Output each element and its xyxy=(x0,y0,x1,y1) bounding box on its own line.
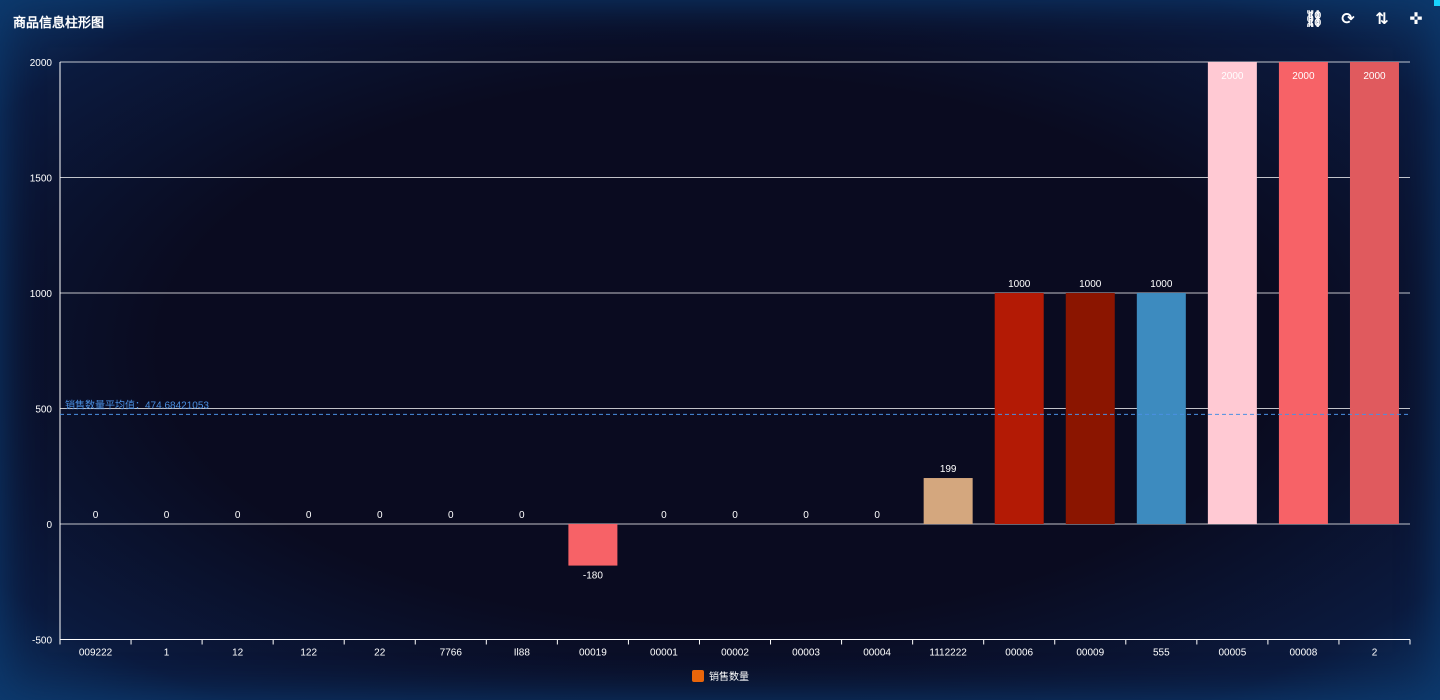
legend-swatch xyxy=(692,669,704,682)
data-label: 0 xyxy=(306,510,312,521)
x-tick-label: 00001 xyxy=(650,648,678,659)
y-tick-label: 0 xyxy=(46,520,52,531)
bar xyxy=(1349,62,1399,524)
data-label: 0 xyxy=(732,510,738,521)
data-label: 0 xyxy=(377,510,383,521)
x-tick-label: 00006 xyxy=(1005,648,1033,659)
y-tick-label: -500 xyxy=(32,636,52,647)
x-tick-label: 00002 xyxy=(721,648,749,659)
chart-title: 商品信息柱形图 xyxy=(13,15,105,30)
data-label: 1000 xyxy=(1079,279,1102,290)
y-tick-label: 1500 xyxy=(30,174,53,185)
data-label: 1000 xyxy=(1008,279,1031,290)
corner-accent xyxy=(1434,0,1440,6)
data-label: 0 xyxy=(874,510,880,521)
bar xyxy=(568,524,618,566)
x-tick-label: 122 xyxy=(300,648,317,659)
x-tick-label: 7766 xyxy=(440,648,463,659)
bar xyxy=(994,293,1044,524)
bar xyxy=(1065,293,1115,524)
bar xyxy=(1207,62,1257,524)
data-label: 0 xyxy=(661,510,667,521)
x-tick-label: 555 xyxy=(1153,648,1170,659)
data-label: 2000 xyxy=(1221,71,1244,82)
data-label: 0 xyxy=(164,510,170,521)
legend-label: 销售数量 xyxy=(709,672,749,683)
x-tick-label: 1 xyxy=(164,648,170,659)
x-tick-label: 00008 xyxy=(1290,648,1318,659)
y-tick-label: 1000 xyxy=(30,289,53,300)
bar xyxy=(1136,293,1186,524)
x-tick-label: 00009 xyxy=(1076,648,1104,659)
data-label: 199 xyxy=(940,464,957,475)
legend[interactable]: 销售数量 xyxy=(692,668,749,683)
data-label: 2000 xyxy=(1363,71,1386,82)
bar xyxy=(923,478,973,524)
x-tick-label: 00003 xyxy=(792,648,820,659)
data-label: 1000 xyxy=(1150,279,1173,290)
refresh-icon[interactable]: ⟳ xyxy=(1341,11,1355,28)
x-tick-label: 00004 xyxy=(863,648,891,659)
mean-line-label: 销售数量平均值：474.68421053 xyxy=(65,398,209,411)
data-label: 0 xyxy=(235,510,241,521)
x-tick-label: 22 xyxy=(374,648,386,659)
x-tick-label: 00005 xyxy=(1218,648,1246,659)
bar xyxy=(1278,62,1328,524)
data-label: 2000 xyxy=(1292,71,1315,82)
data-label: 0 xyxy=(448,510,454,521)
x-tick-label: Il88 xyxy=(514,648,531,659)
x-tick-label: 00019 xyxy=(579,648,607,659)
y-tick-label: 500 xyxy=(35,405,52,416)
y-tick-label: 2000 xyxy=(30,58,53,69)
toolbox: ⛓ ⟳ ⇅ ✜ xyxy=(1304,10,1426,30)
x-tick-label: 2 xyxy=(1372,648,1378,659)
data-label: -180 xyxy=(583,571,603,582)
compress-icon[interactable]: ✜ xyxy=(1409,11,1423,28)
sort-icon[interactable]: ⇅ xyxy=(1375,11,1389,28)
x-tick-label: 1112222 xyxy=(929,648,967,659)
unlink-icon[interactable]: ⛓ xyxy=(1304,11,1325,28)
data-label: 0 xyxy=(803,510,809,521)
data-label: 0 xyxy=(519,510,525,521)
x-tick-label: 12 xyxy=(232,648,244,659)
data-label: 0 xyxy=(93,510,99,521)
x-tick-label: 009222 xyxy=(79,648,113,659)
